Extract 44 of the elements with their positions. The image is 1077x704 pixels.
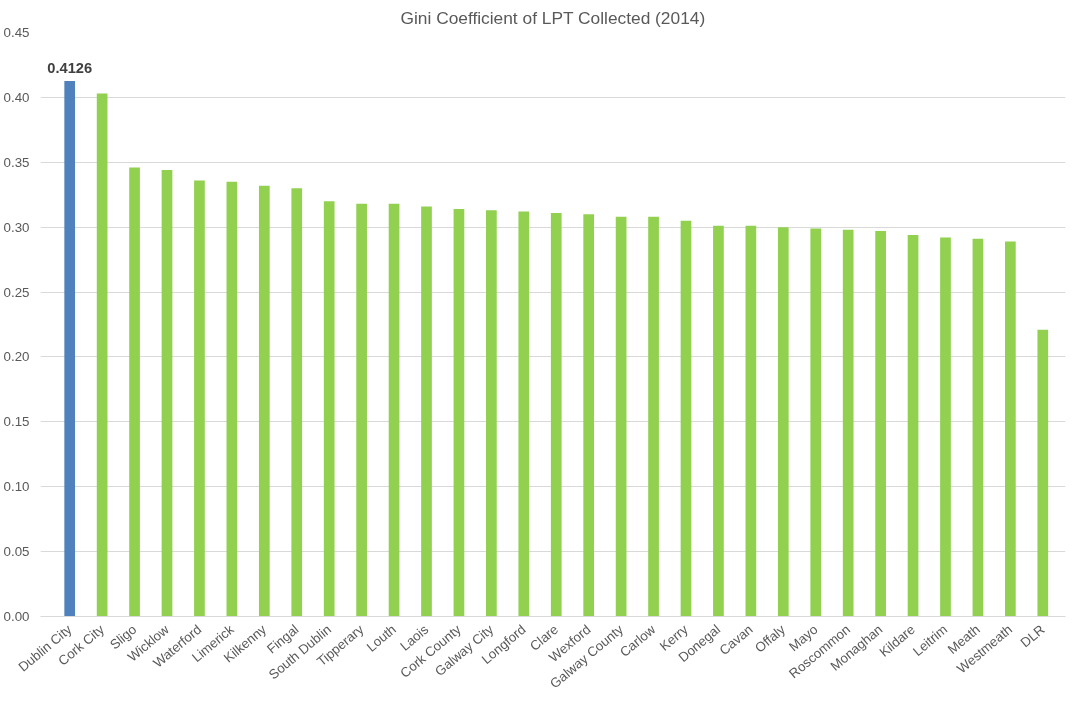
bar <box>1037 329 1049 617</box>
bar <box>777 227 789 617</box>
bar <box>291 188 303 617</box>
bar <box>226 181 238 617</box>
y-tick-label: 0.40 <box>3 89 30 105</box>
bar <box>648 216 659 617</box>
bar <box>421 206 432 617</box>
bar <box>875 231 886 617</box>
y-tick-label: 0.00 <box>3 609 30 624</box>
y-tick-label: 0.35 <box>3 154 30 170</box>
bar <box>129 167 140 617</box>
bar <box>486 210 497 617</box>
bar <box>842 229 854 617</box>
y-tick-label: 0.20 <box>3 349 30 365</box>
bar <box>940 237 951 617</box>
bar <box>194 180 205 617</box>
bar <box>96 93 108 617</box>
y-tick-label: 0.25 <box>3 284 30 300</box>
y-tick-label: 0.30 <box>3 219 30 235</box>
bar <box>615 216 627 617</box>
bar <box>1005 241 1016 617</box>
bar <box>680 220 692 617</box>
bar <box>745 225 757 617</box>
bar <box>713 225 724 617</box>
y-tick-label: 0.05 <box>3 544 30 560</box>
bar <box>388 203 400 617</box>
bar <box>356 203 367 617</box>
y-tick-label: 0.45 <box>3 25 30 40</box>
bar <box>323 201 335 617</box>
x-tick-label: DLR <box>1017 621 1048 651</box>
chart-title: Gini Coefficient of LPT Collected (2014) <box>400 7 706 28</box>
bar <box>550 212 562 617</box>
bar <box>907 234 919 617</box>
bar <box>64 81 76 617</box>
bar <box>810 228 822 617</box>
bar <box>972 238 984 617</box>
bar <box>258 185 270 617</box>
y-tick-label: 0.15 <box>3 414 30 430</box>
bar <box>518 211 530 617</box>
bar <box>453 209 465 617</box>
bar <box>161 170 173 617</box>
bar <box>583 214 595 617</box>
data-label: 0.4126 <box>47 60 93 77</box>
y-tick-label: 0.10 <box>3 479 30 495</box>
